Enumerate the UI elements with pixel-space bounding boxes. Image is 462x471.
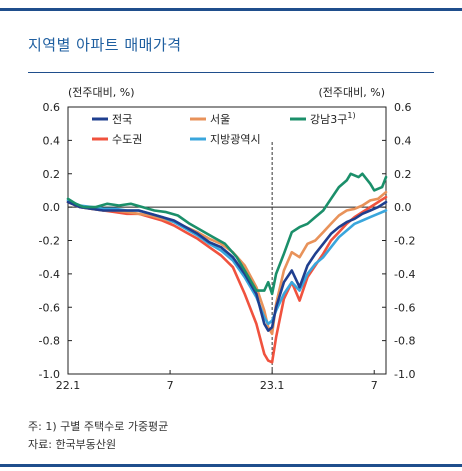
x-tick-label: 23.1 xyxy=(260,379,285,392)
series-line xyxy=(66,195,388,364)
y-tick-label-right: -0.2 xyxy=(394,235,415,248)
y-tick-label-right: -1.0 xyxy=(394,368,415,381)
legend-label: 지방광역시 xyxy=(210,133,261,146)
y-tick-label-left: 0.6 xyxy=(43,101,61,114)
legend-label: 전국 xyxy=(112,113,132,126)
legend-superscript: 1) xyxy=(347,111,355,120)
series-line xyxy=(66,200,388,332)
source-note: 자료: 한국부동산원 xyxy=(28,438,117,451)
y-tick-label-left: -1.0 xyxy=(39,368,60,381)
y-tick-label-left: 0.2 xyxy=(43,168,61,181)
plot-frame xyxy=(67,106,387,375)
x-tick-label: 22.1 xyxy=(56,379,81,392)
y-tick-label-right: 0.6 xyxy=(394,101,412,114)
x-tick-label: 7 xyxy=(371,379,378,392)
y-tick-label-right: -0.6 xyxy=(394,301,415,314)
y-tick-label-right: -0.8 xyxy=(394,335,415,348)
y-tick-label-left: -0.2 xyxy=(39,235,60,248)
footnote: 주: 1) 구별 주택수로 가중평균 xyxy=(28,420,169,433)
series-line xyxy=(66,190,388,336)
y-tick-label-left: 0.4 xyxy=(43,134,61,147)
y-tick-label-left: -0.8 xyxy=(39,335,60,348)
y-tick-label-left: -0.4 xyxy=(39,268,60,281)
y-tick-label-left: -0.6 xyxy=(39,301,60,314)
legend-label: 서울 xyxy=(210,113,230,126)
y-tick-label-right: 0.2 xyxy=(394,168,412,181)
right-axis-unit: (전주대비, %) xyxy=(318,86,385,99)
left-axis-unit: (전주대비, %) xyxy=(68,86,135,99)
bottom-rule xyxy=(0,464,462,467)
page-title: 지역별 아파트 매매가격 xyxy=(28,36,182,54)
title-rule xyxy=(28,72,434,73)
legend-label: 수도권 xyxy=(112,133,142,146)
y-tick-label-right: 0.0 xyxy=(394,201,412,214)
x-tick-label: 7 xyxy=(167,379,174,392)
y-tick-label-right: 0.4 xyxy=(394,134,412,147)
top-rule xyxy=(0,8,462,11)
legend-label: 강남3구1) xyxy=(310,111,356,126)
y-tick-label-left: 0.0 xyxy=(43,201,61,214)
series-line xyxy=(66,172,388,296)
y-tick-label-right: -0.4 xyxy=(394,268,415,281)
